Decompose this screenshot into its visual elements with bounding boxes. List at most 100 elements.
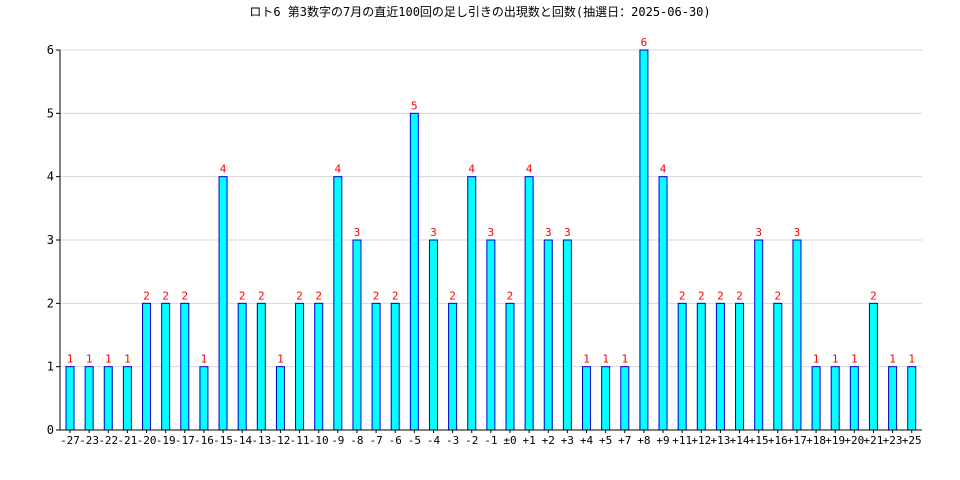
x-tick-label: -2 [465,434,478,447]
data-label: 2 [870,289,877,302]
y-tick-label: 1 [47,360,54,374]
bar [295,302,305,431]
data-label: 1 [67,353,74,366]
data-label: 1 [201,353,208,366]
data-label: 2 [162,289,169,302]
x-tick-label: +3 [561,434,574,447]
data-label: 1 [851,353,858,366]
x-tick-label: +1 [522,434,535,447]
x-tick-label: -11 [290,434,310,447]
bar [352,239,362,431]
x-tick-label: -12 [270,434,290,447]
bar [696,302,706,431]
x-tick-label: +13 [710,434,730,447]
data-label: 2 [717,289,724,302]
x-tick-label: -7 [369,434,382,447]
x-tick-label: +2 [542,434,555,447]
data-label: 4 [468,163,475,176]
x-tick-label: +19 [825,434,845,447]
x-tick-label: +9 [656,434,669,447]
x-tick-label: +12 [691,434,711,447]
x-tick-label: +16 [768,434,788,447]
bar [467,176,477,431]
x-tick-label: +20 [844,434,864,447]
data-label: 2 [373,289,380,302]
x-tick-label: -1 [484,434,497,447]
bar [830,366,840,431]
bar [161,302,171,431]
x-tick-label: -9 [331,434,344,447]
bar [601,366,611,431]
data-label: 2 [679,289,686,302]
bar [237,302,247,431]
bar [256,302,266,431]
data-label: 1 [602,353,609,366]
y-tick-label: 0 [47,423,54,437]
data-label: 4 [335,163,342,176]
data-label: 2 [449,289,456,302]
x-tick-label: -3 [446,434,459,447]
x-tick-label: +11 [672,434,692,447]
x-tick-label: +4 [580,434,594,447]
bar [735,302,745,431]
x-tick-label: +15 [749,434,769,447]
bar [199,366,209,431]
bar [486,239,496,431]
bar [658,176,668,431]
data-label: 2 [774,289,781,302]
bar [180,302,190,431]
bar [448,302,458,431]
bar [122,366,132,431]
x-tick-label: -23 [79,434,99,447]
x-tick-label: -22 [98,434,118,447]
x-tick-label: -21 [117,434,137,447]
x-tick-label: -10 [309,434,329,447]
bar [65,366,75,431]
bar [754,239,764,431]
data-label: 1 [889,353,896,366]
bar [620,366,630,431]
x-tick-label: +7 [618,434,631,447]
data-label: 3 [564,226,571,239]
data-label: 4 [660,163,667,176]
data-label: 2 [258,289,265,302]
data-label: 3 [545,226,552,239]
x-tick-label: +5 [599,434,612,447]
data-label: 2 [296,289,303,302]
bar [275,366,285,431]
data-label: 2 [143,289,150,302]
data-label: 2 [698,289,705,302]
x-tick-label: -14 [232,434,252,447]
x-tick-label: -17 [175,434,195,447]
x-tick-label: +17 [787,434,807,447]
bar [849,366,859,431]
bar [314,302,324,431]
x-tick-label: +14 [730,434,750,447]
bar [562,239,572,431]
y-tick-label: 3 [47,233,54,247]
bar [505,302,515,431]
data-label: 1 [277,353,284,366]
x-tick-label: -4 [427,434,441,447]
bar [773,302,783,431]
data-label: 1 [105,353,112,366]
x-tick-label: +8 [637,434,650,447]
data-label: 1 [621,353,628,366]
data-label: 1 [813,353,820,366]
bar [409,112,419,431]
bar [103,366,113,431]
bar [524,176,534,431]
bar [390,302,400,431]
x-tick-label: +21 [864,434,884,447]
data-label: 1 [832,353,839,366]
x-tick-label: -6 [389,434,402,447]
data-label: 6 [641,36,648,49]
data-label: 3 [755,226,762,239]
bar [333,176,343,431]
x-tick-label: +18 [806,434,826,447]
data-label: 5 [411,99,418,112]
bar [715,302,725,431]
bar [639,49,649,431]
data-label: 2 [315,289,322,302]
